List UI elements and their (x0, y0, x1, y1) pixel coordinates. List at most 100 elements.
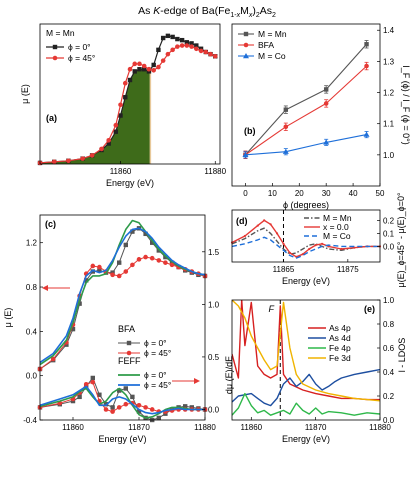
data-point (90, 379, 96, 385)
data-point (84, 278, 89, 283)
data-point (106, 141, 111, 146)
figure-title: As K-edge of Ba(Fe1-xMx)2As2 (138, 5, 276, 19)
data-point (90, 269, 95, 274)
legend-marker (52, 55, 58, 61)
plot-frame (231, 299, 381, 421)
panel-label: (a) (46, 113, 57, 123)
data-point (97, 264, 102, 270)
data-point (77, 394, 82, 400)
data-point (50, 356, 56, 362)
filled-area (40, 69, 151, 164)
panel-c: 11860 11870 11880 -0.4 0.0 0.4 0.8 1.2 0.0 0.5 1.0… (3, 214, 234, 444)
y-tick-label: 0.8 (26, 283, 38, 292)
x-tick-label: 11880 (369, 423, 391, 432)
data-point (123, 401, 129, 407)
data-point (130, 394, 135, 400)
legend-label: ϕ = 0° (144, 338, 167, 348)
data-point (208, 51, 213, 57)
x-axis-label: Energy (eV) (106, 178, 154, 188)
y2-tick-label: 0.6 (383, 344, 395, 353)
data-point (156, 64, 161, 70)
data-point (130, 262, 135, 268)
legend-marker (243, 53, 249, 59)
data-point (123, 269, 129, 274)
y2-tick-label: 0.0 (208, 405, 220, 414)
y-tick-label: -0.4 (23, 416, 37, 425)
data-point (283, 124, 289, 130)
series-line (39, 256, 206, 370)
data-point (136, 409, 142, 414)
data-point (184, 43, 190, 48)
y2-tick-label: 1.1 (383, 120, 395, 129)
data-point (51, 159, 57, 165)
series-line (232, 392, 380, 416)
legend-label: Fe 4p (329, 343, 351, 353)
legend-label: x = 0.0 (323, 222, 349, 232)
y2-tick-label: 1.2 (383, 89, 395, 98)
x-tick-label: 11870 (305, 423, 327, 432)
data-point (77, 301, 82, 306)
data-point (110, 405, 115, 410)
data-point (320, 242, 324, 245)
legend-label: ϕ = 45° (144, 348, 171, 358)
data-point (123, 242, 128, 248)
y2-tick-label: 0.2 (383, 216, 395, 225)
series-line (231, 219, 380, 258)
data-point (194, 46, 199, 52)
data-point (169, 262, 175, 268)
data-point (163, 254, 168, 260)
data-point (283, 107, 289, 112)
data-point (106, 138, 111, 143)
legend-group-title: FEFF (118, 356, 141, 366)
data-point (163, 260, 168, 265)
y2-tick-label: 0.4 (383, 368, 395, 377)
plot-area (232, 300, 380, 420)
data-point (141, 63, 147, 69)
series-line (245, 43, 367, 156)
y2-tick-label: 0.0 (383, 242, 395, 251)
panel-label: (c) (45, 219, 56, 229)
data-point (263, 219, 266, 222)
data-point (136, 402, 142, 408)
series-line (39, 219, 206, 366)
legend-title: M = Mn (46, 28, 75, 38)
data-point (90, 375, 95, 381)
data-point (137, 67, 142, 72)
x-tick-label: 11860 (62, 423, 84, 432)
x-tick-label: 30 (322, 189, 331, 198)
data-point (198, 48, 204, 54)
panel-d: 11865 11875 0.0 0.1 0.2 Energy (eV) μ(E)_ϕ=45°… (230, 192, 406, 288)
series-line (245, 65, 367, 156)
data-point (189, 44, 194, 49)
data-point (110, 272, 115, 278)
legend-marker (243, 31, 249, 37)
data-point (97, 392, 102, 397)
data-point (118, 102, 123, 108)
panel-label: (d) (236, 216, 248, 226)
y2-tick-label: 1.5 (208, 248, 220, 257)
data-point (165, 33, 171, 39)
data-point (282, 148, 289, 154)
data-point (90, 263, 96, 269)
data-point (118, 113, 123, 118)
panel-label: (e) (364, 304, 375, 314)
y-axis-label: μ (E) (3, 308, 13, 328)
x-tick-label: 11880 (194, 423, 216, 432)
y-axis-label: μ (E) (20, 84, 30, 104)
plot-frame (39, 214, 206, 421)
data-point (97, 268, 102, 273)
data-point (149, 407, 155, 412)
y2-axis-label: dμ (E)/dE (224, 356, 234, 394)
data-point (323, 87, 329, 92)
series-line (232, 300, 380, 402)
x-tick-label: 0 (243, 189, 248, 198)
arrow-head (42, 285, 48, 291)
x-tick-label: 11880 (204, 167, 226, 176)
data-point (122, 80, 128, 86)
x-tick-label: 10 (268, 189, 277, 198)
legend-label: ϕ = 0° (68, 42, 91, 52)
y-axis-label: I_F (ϕ) / I_F (ϕ = 0°) (401, 65, 411, 144)
data-point (242, 151, 249, 158)
